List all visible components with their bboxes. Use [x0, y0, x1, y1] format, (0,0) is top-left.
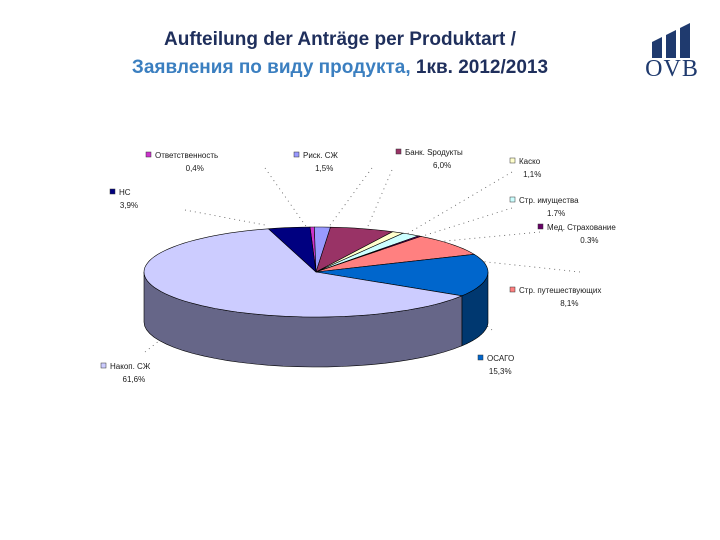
slice-value-label-2: 6,0% — [433, 161, 451, 170]
slice-name-label-4: Стр. имущества — [519, 196, 579, 205]
ovb-logo-icon — [652, 23, 690, 58]
pie-slices — [143, 226, 489, 318]
leader-lines — [144, 167, 581, 353]
leader-line-2 — [364, 169, 393, 234]
legend-swatch-1 — [293, 151, 300, 158]
leader-line-4 — [409, 207, 513, 241]
leader-line-6 — [449, 257, 581, 273]
slice-2 — [315, 226, 394, 273]
slice-value-label-0: 0,4% — [186, 164, 204, 173]
slice-value-label-4: 1.7% — [547, 209, 565, 218]
slice-labels: Ответственность 0,4% Риск. СЖ 1,5% Банк. Sро… — [100, 148, 616, 384]
title-line-2-russian: Заявления по виду продукта, — [131, 57, 411, 78]
legend-swatch-4 — [509, 196, 516, 203]
slice-value-label-7: 15,3% — [489, 367, 512, 376]
slice-value-label-6: 8,1% — [560, 299, 578, 308]
legend-swatch-7 — [477, 354, 484, 361]
legend-swatch-0 — [145, 151, 152, 158]
slice-name-label-6: Стр. путешествующих — [519, 286, 601, 295]
leader-line-9 — [184, 209, 266, 226]
slice-value-label-5: 0.3% — [580, 236, 598, 245]
slice-name-label-9: НС — [119, 188, 131, 197]
title-line-2: Заявления по виду продукта, 1кв. 2012/20… — [40, 54, 640, 82]
logo-wordmark: OVB — [645, 56, 699, 82]
slice-value-label-3: 1,1% — [523, 170, 541, 179]
legend-swatch-3 — [509, 157, 516, 164]
slice-name-label-1: Риск. СЖ — [303, 151, 339, 160]
pie-sides — [143, 271, 489, 368]
slice-8 — [143, 228, 464, 318]
legend-swatch-5 — [537, 223, 544, 230]
slice-name-label-7: ОСАГО — [487, 354, 514, 363]
slice-value-label-1: 1,5% — [315, 164, 333, 173]
slice-name-label-3: Каско — [519, 157, 541, 166]
title-line-2-period: 1кв. 2012/2013 — [410, 57, 549, 78]
leader-line-1 — [324, 167, 373, 233]
slice-name-label-2: Банк. Sродукты — [405, 148, 463, 157]
slice-name-label-5: Мед. Страхование — [547, 223, 616, 232]
legend-swatch-2 — [395, 148, 402, 155]
slice-name-label-8: Накоп. СЖ — [110, 362, 151, 371]
slice-name-label-0: Ответственность — [155, 151, 218, 160]
slice-7 — [315, 253, 489, 297]
slice-value-label-8: 61,6% — [123, 375, 146, 384]
legend-swatch-6 — [509, 286, 516, 293]
legend-swatch-9 — [109, 188, 116, 195]
leader-line-3 — [399, 171, 513, 239]
legend-swatch-8 — [100, 362, 107, 369]
chart-title: Aufteilung der Anträge per Produktart / … — [40, 26, 640, 82]
slice-6 — [315, 236, 476, 273]
leader-line-8 — [144, 339, 161, 353]
leader-line-0 — [264, 167, 311, 233]
slice-value-label-9: 3,9% — [120, 201, 138, 210]
title-line-1: Aufteilung der Anträge per Produktart / — [164, 29, 516, 50]
slice-9 — [267, 226, 317, 273]
